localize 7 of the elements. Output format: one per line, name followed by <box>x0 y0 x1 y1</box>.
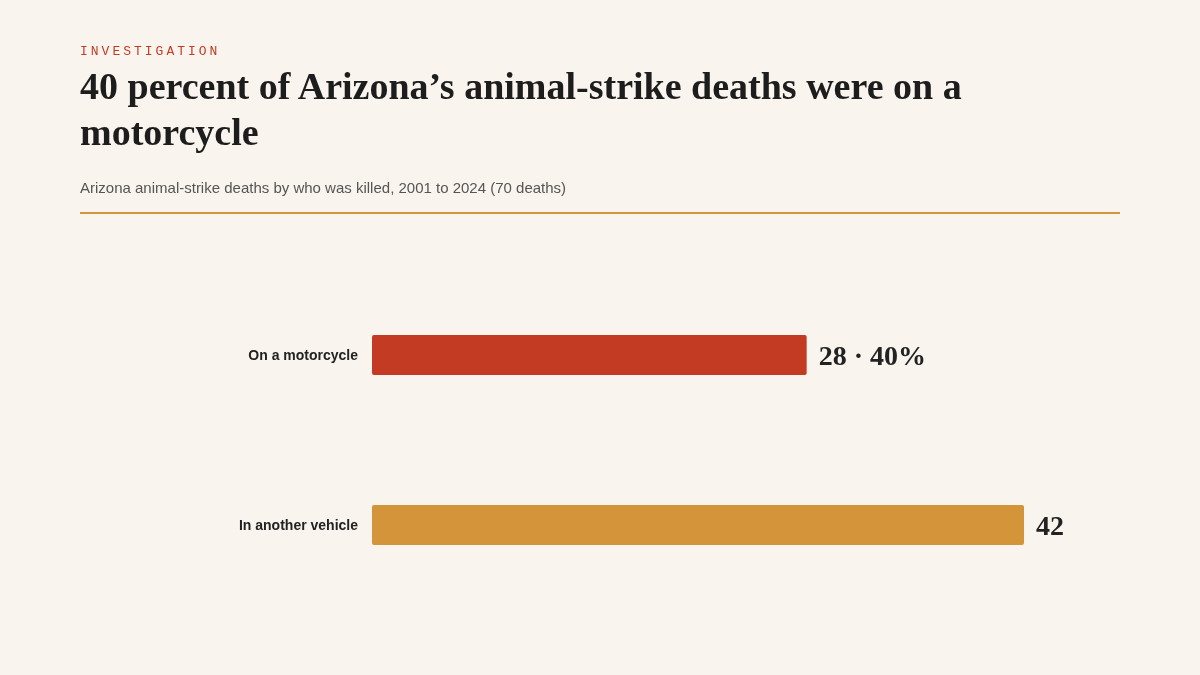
chart-subtitle: Arizona animal-strike deaths by who was killed, 2001 to 2024 (70 deaths) <box>80 179 568 196</box>
y-tick-label: On a motorcycle <box>248 347 359 363</box>
y-tick-label: In another vehicle <box>238 517 359 533</box>
data-label: 42 <box>1036 509 1064 541</box>
chart-title: 40 percent of Arizona’s animal-strike deaths were on a motorcycle <box>80 64 963 155</box>
text: INVESTIGATION <box>80 44 222 59</box>
data-label: 28 · 40% <box>818 339 927 371</box>
